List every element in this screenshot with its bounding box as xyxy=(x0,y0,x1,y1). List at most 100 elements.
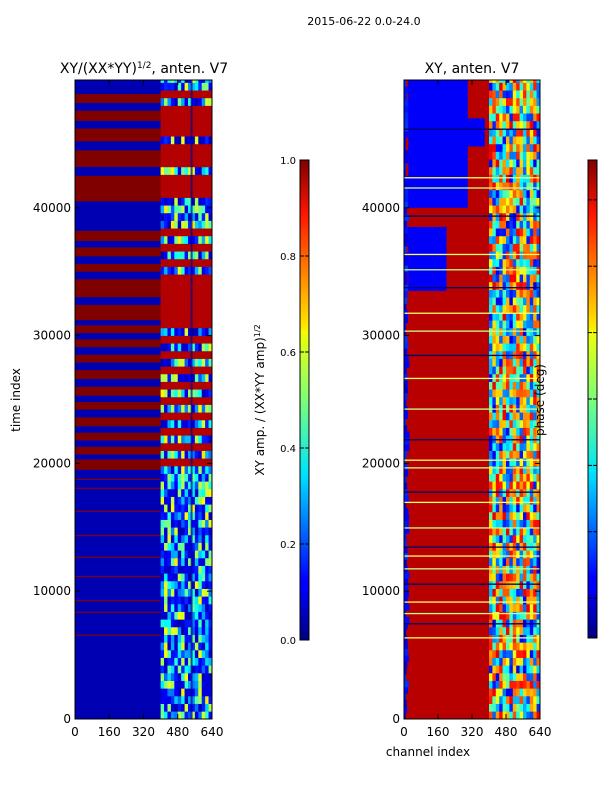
phase-active-cell xyxy=(506,688,510,697)
phase-active-cell xyxy=(523,504,527,513)
amp-saturated-band xyxy=(75,354,212,363)
phase-active-cell xyxy=(489,534,493,543)
phase-active-cell xyxy=(499,251,503,260)
amp-active-cell xyxy=(167,151,172,160)
amp-active-cell xyxy=(164,128,168,137)
amp-active-cell xyxy=(194,174,199,183)
amp-active-cell xyxy=(184,442,189,451)
phase-active-cell xyxy=(509,657,514,666)
phase-active-cell xyxy=(502,504,507,513)
amp-active-cell xyxy=(177,404,182,413)
amp-active-cell xyxy=(188,174,192,183)
amp-active-cell xyxy=(188,120,192,129)
amp-active-cell xyxy=(208,703,212,712)
phase-edge-cell xyxy=(404,80,407,87)
amp-active-cell xyxy=(208,258,212,267)
amp-active-cell xyxy=(201,243,206,252)
phase-active-cell xyxy=(526,312,531,321)
phase-active-cell xyxy=(526,97,531,106)
amp-active-cell xyxy=(170,143,175,152)
amp-active-cell xyxy=(170,105,175,114)
phase-active-cell xyxy=(512,90,517,99)
phase-active-cell xyxy=(502,274,507,283)
amp-active-cell xyxy=(177,657,182,666)
phase-active-cell xyxy=(516,335,520,344)
amp-active-cell xyxy=(188,80,192,83)
amp-active-cell xyxy=(160,381,165,390)
amp-active-cell xyxy=(167,327,172,336)
amp-active-cell xyxy=(208,82,212,91)
phase-active-cell xyxy=(533,182,537,191)
amp-active-cell xyxy=(184,435,189,444)
phase-active-cell xyxy=(509,197,514,206)
amp-active-cell xyxy=(164,580,168,589)
amp-active-cell xyxy=(188,312,192,321)
amp-active-cell xyxy=(191,596,196,605)
phase-active-cell xyxy=(533,205,537,214)
phase-flag-stripe xyxy=(404,354,540,357)
amp-active-cell xyxy=(208,335,212,344)
amp-active-cell xyxy=(160,80,165,83)
amp-active-cell xyxy=(201,573,206,582)
amp-active-cell xyxy=(164,289,168,298)
amp-active-cell xyxy=(177,688,182,697)
phase-active-cell xyxy=(533,565,537,574)
amp-active-cell xyxy=(167,389,172,398)
amp-active-cell xyxy=(205,557,209,566)
phase-active-cell xyxy=(489,220,493,229)
amp-active-cell xyxy=(191,251,196,260)
amp-active-cell xyxy=(164,82,168,91)
amp-active-cell xyxy=(167,465,172,474)
amp-active-cell xyxy=(170,619,175,628)
phase-active-cell xyxy=(519,573,524,582)
amp-active-cell xyxy=(188,128,192,137)
amp-active-cell xyxy=(174,580,179,589)
phase-active-cell xyxy=(506,335,510,344)
amp-active-cell xyxy=(174,174,179,183)
phase-active-cell xyxy=(512,458,517,467)
amp-active-cell xyxy=(174,212,179,221)
amp-active-cell xyxy=(205,174,209,183)
phase-active-cell xyxy=(506,205,510,214)
amp-active-cell xyxy=(205,680,209,689)
phase-active-cell xyxy=(519,113,524,122)
amp-active-cell xyxy=(188,159,192,168)
phase-active-cell xyxy=(516,251,520,260)
amp-active-cell xyxy=(201,373,206,382)
amp-active-cell xyxy=(164,228,168,237)
amp-active-cell xyxy=(181,243,185,252)
phase-active-cell xyxy=(492,251,497,260)
amp-active-cell xyxy=(170,197,175,206)
phase-active-cell xyxy=(519,166,524,175)
amp-active-cell xyxy=(160,151,165,160)
amp-active-cell xyxy=(174,258,179,267)
phase-active-cell xyxy=(506,557,510,566)
phase-active-cell xyxy=(512,412,517,421)
amp-active-cell xyxy=(181,220,185,229)
phase-active-cell xyxy=(519,205,524,214)
amp-active-cell xyxy=(191,389,196,398)
amp-active-cell xyxy=(167,274,172,283)
phase-active-cell xyxy=(492,274,497,283)
phase-ytick-label: 0 xyxy=(392,712,400,726)
amp-active-cell xyxy=(205,634,209,643)
amp-active-cell xyxy=(205,320,209,329)
amp-active-cell xyxy=(174,281,179,290)
amp-active-cell xyxy=(191,136,196,145)
amp-active-cell xyxy=(181,381,185,390)
phase-active-cell xyxy=(529,212,534,221)
phase-edge-cell xyxy=(404,687,409,694)
phase-active-cell xyxy=(512,174,517,183)
phase-active-cell xyxy=(533,396,537,405)
phase-active-cell xyxy=(533,105,537,114)
phase-active-cell xyxy=(519,235,524,244)
amp-active-cell xyxy=(170,212,175,221)
amp-active-cell xyxy=(184,450,189,459)
amp-active-cell xyxy=(181,695,185,704)
phase-active-cell xyxy=(526,105,531,114)
phase-active-cell xyxy=(509,105,514,114)
phase-active-cell xyxy=(526,389,531,398)
phase-active-cell xyxy=(489,695,493,704)
phase-active-cell xyxy=(506,312,510,321)
phase-active-cell xyxy=(502,458,507,467)
